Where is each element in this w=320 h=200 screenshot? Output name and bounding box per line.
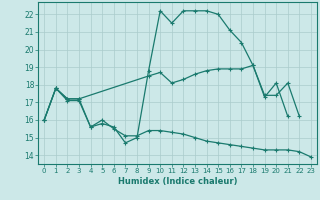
X-axis label: Humidex (Indice chaleur): Humidex (Indice chaleur) [118, 177, 237, 186]
